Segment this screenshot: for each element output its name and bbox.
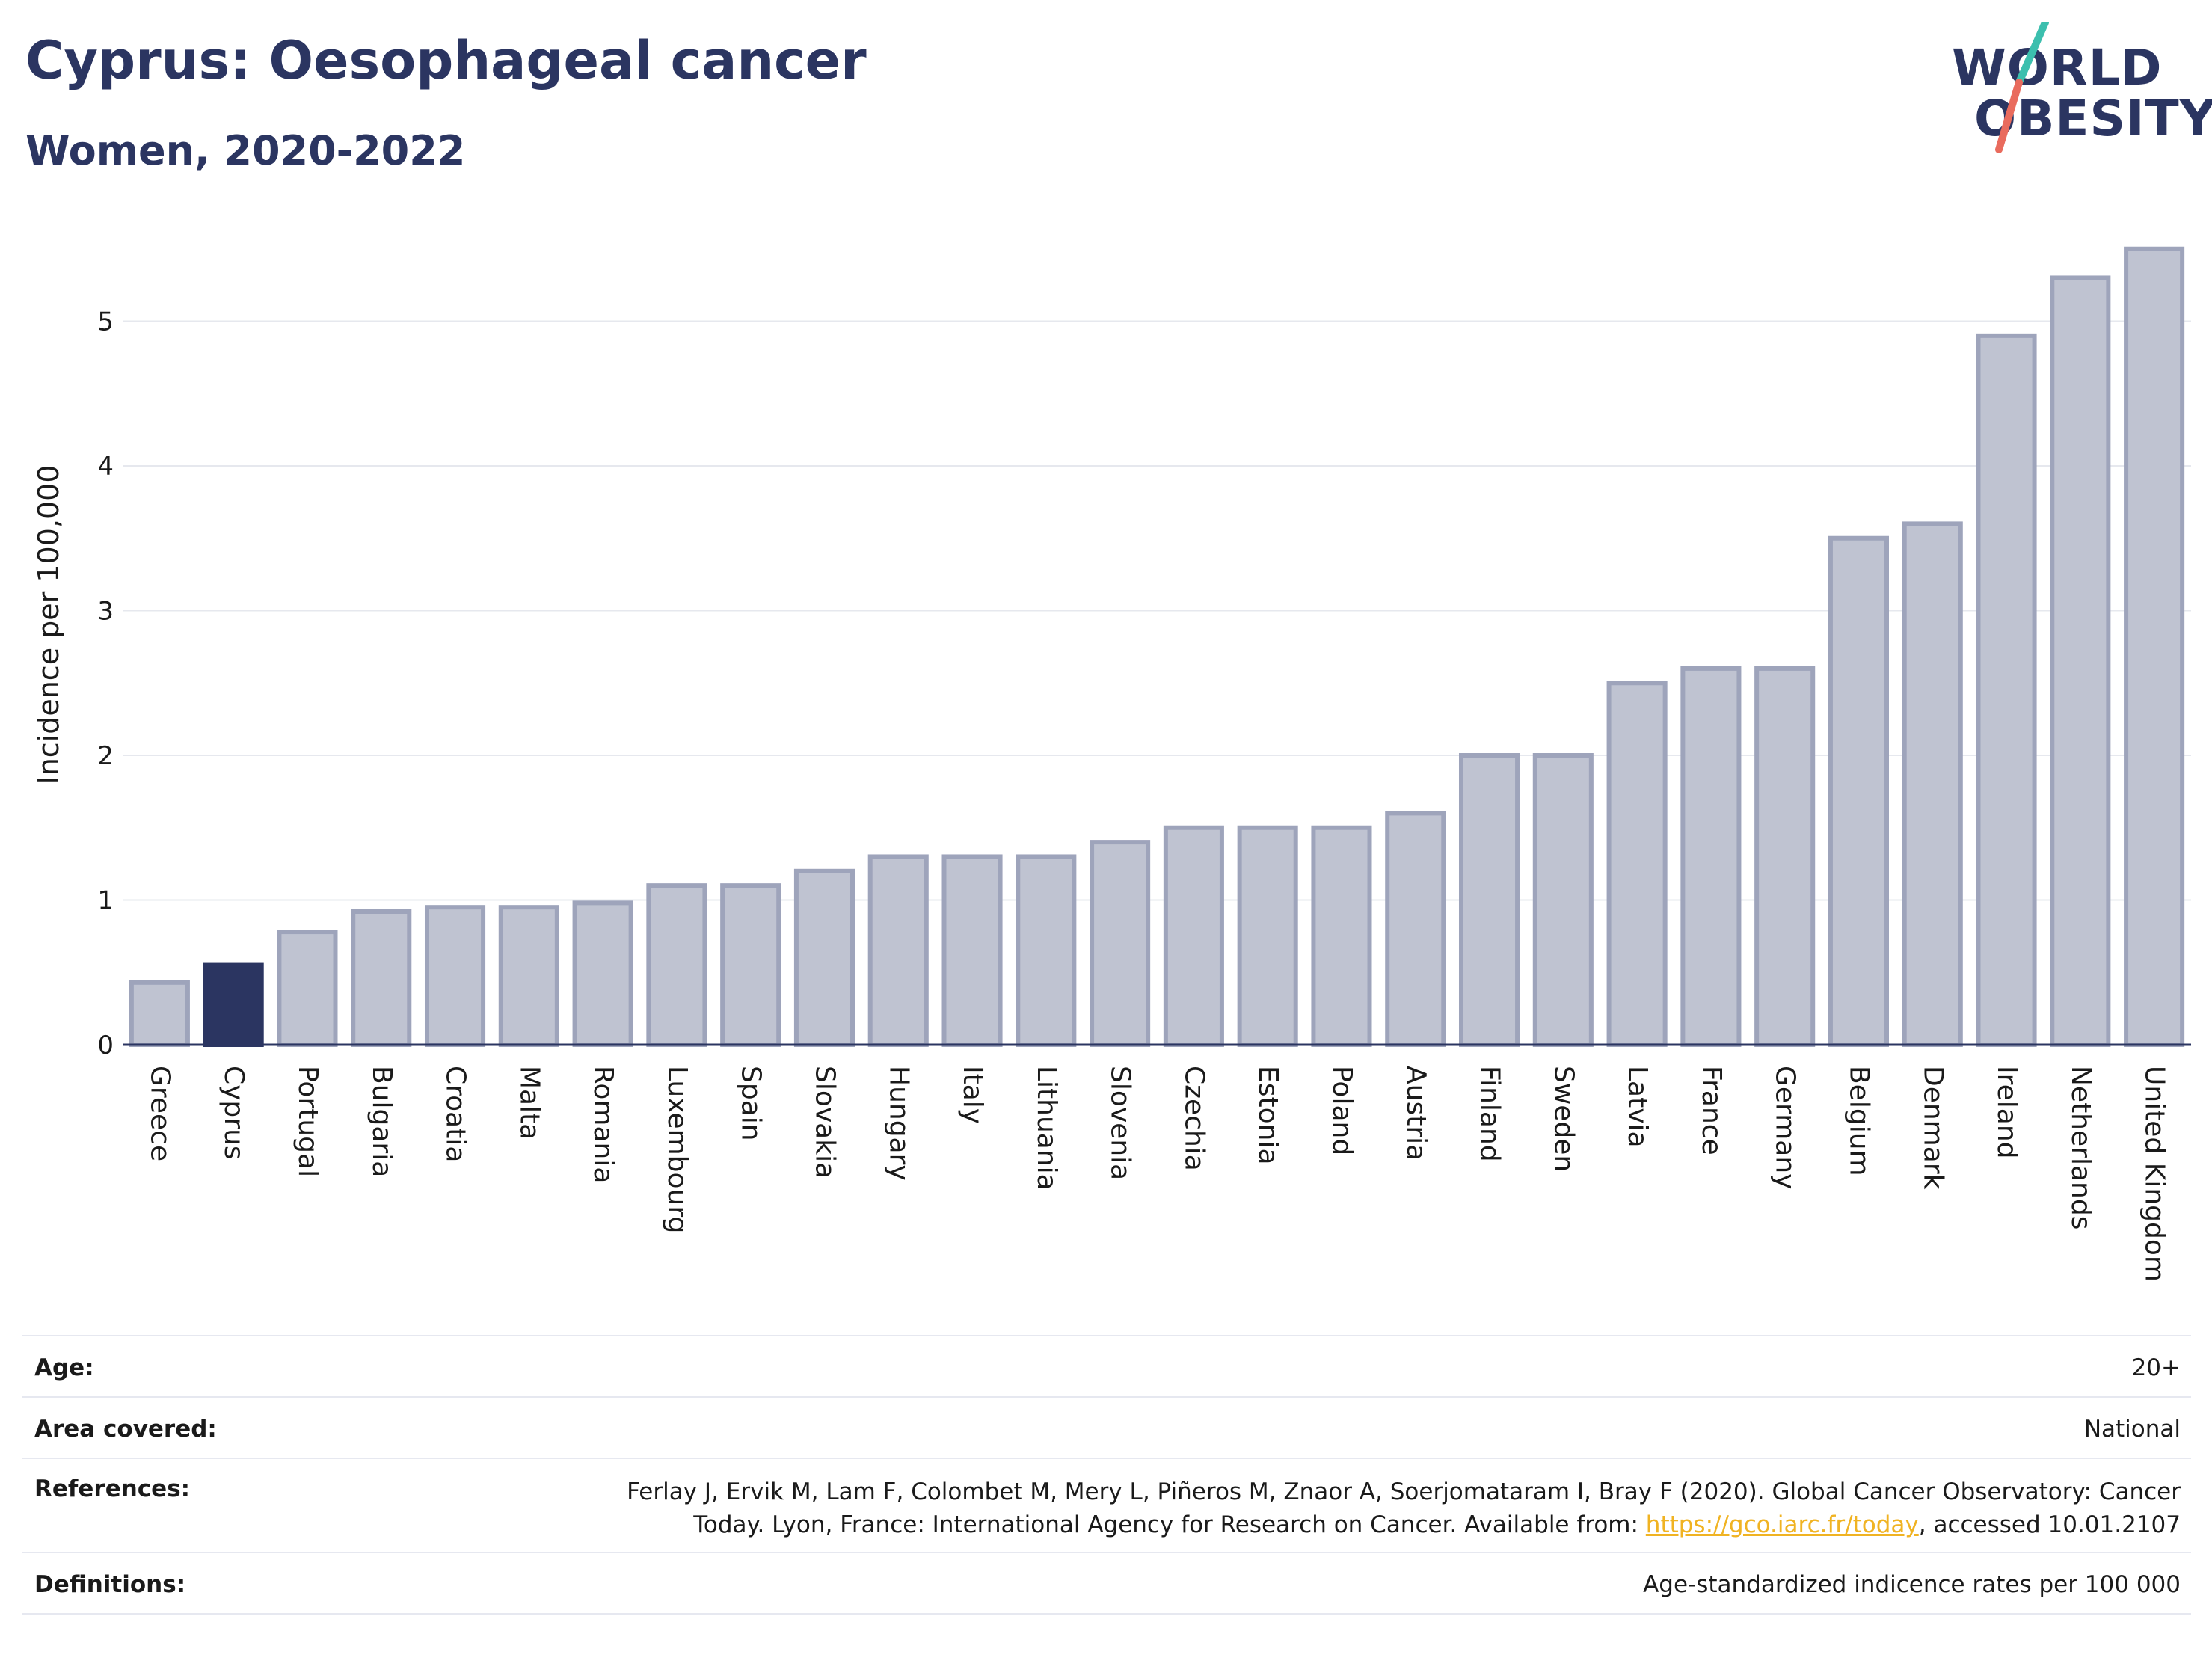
- bar-poland: [1311, 825, 1372, 1047]
- x-tick-label: Netherlands: [2065, 1066, 2096, 1229]
- bar-croatia: [424, 905, 486, 1048]
- bar-lithuania: [1016, 854, 1077, 1047]
- definitions-label: Definitions:: [34, 1571, 186, 1598]
- x-tick-label: Malta: [514, 1066, 544, 1140]
- bar-cyprus: [203, 962, 264, 1047]
- references-line-2-suffix: , accessed 10.01.2107: [1918, 1511, 2181, 1538]
- page-title: Cyprus: Oesophageal cancer: [25, 30, 867, 91]
- y-axis-ticks: 0 1 2 3 4 5: [97, 307, 114, 1061]
- bar-ireland: [1976, 333, 2037, 1048]
- bar-belgium: [1828, 535, 1890, 1047]
- x-tick-label: Poland: [1327, 1066, 1357, 1155]
- x-tick-label: Ireland: [1991, 1066, 2022, 1159]
- area-label: Area covered:: [34, 1416, 217, 1443]
- y-axis-title: Incidence per 100,000: [32, 464, 65, 784]
- x-tick-label: Slovenia: [1105, 1066, 1136, 1180]
- logo-text-world: WORLD: [1952, 39, 2163, 96]
- x-tick-label: Belgium: [1843, 1066, 1874, 1176]
- y-tick-label: 0: [97, 1031, 114, 1060]
- info-row-definitions: Definitions: Age-standardized indicence …: [22, 1552, 2191, 1615]
- x-tick-label: Latvia: [1622, 1066, 1653, 1148]
- bar-netherlands: [2050, 275, 2111, 1048]
- bars: [129, 246, 2185, 1048]
- x-tick-label: Lithuania: [1031, 1066, 1062, 1191]
- bar-slovenia: [1090, 840, 1151, 1047]
- x-tick-label: Bulgaria: [366, 1066, 397, 1177]
- logo-slash-icon: [1995, 22, 2049, 153]
- info-table: Age: 20+ Area covered: National Referenc…: [22, 1335, 2191, 1615]
- references-line-2-prefix: Today. Lyon, France: International Agenc…: [693, 1511, 1646, 1538]
- x-tick-label: Romania: [588, 1066, 618, 1183]
- bar-portugal: [277, 930, 338, 1047]
- x-tick-label: Portugal: [292, 1066, 323, 1177]
- x-tick-label: Luxembourg: [662, 1066, 692, 1233]
- x-tick-label: Austria: [1401, 1066, 1431, 1161]
- x-tick-label: Hungary: [883, 1066, 914, 1181]
- x-tick-label: Denmark: [1917, 1066, 1948, 1190]
- y-tick-label: 3: [97, 597, 114, 627]
- y-tick-label: 2: [97, 741, 114, 771]
- x-tick-label: Germany: [1770, 1066, 1801, 1189]
- x-tick-label: Italy: [957, 1066, 988, 1124]
- definitions-value: Age-standardized indicence rates per 100…: [1643, 1571, 2181, 1598]
- bar-estonia: [1237, 825, 1298, 1047]
- info-row-age: Age: 20+: [22, 1335, 2191, 1396]
- page-subtitle: Women, 2020-2022: [25, 127, 466, 174]
- x-tick-label: Cyprus: [218, 1066, 249, 1160]
- bar-hungary: [867, 854, 929, 1047]
- x-tick-label: Estonia: [1253, 1066, 1283, 1165]
- x-tick-label: United Kingdom: [2139, 1066, 2170, 1282]
- bar-bulgaria: [351, 909, 412, 1047]
- x-tick-label: Sweden: [1548, 1066, 1579, 1172]
- x-tick-label: Spain: [736, 1066, 766, 1141]
- age-value: 20+: [2131, 1354, 2181, 1381]
- x-tick-label: Czechia: [1179, 1066, 1209, 1171]
- bar-latvia: [1606, 681, 1668, 1047]
- x-tick-label: Finland: [1475, 1066, 1505, 1162]
- world-obesity-logo: WORLD OBESITY: [1948, 22, 2212, 157]
- references-line-1: Ferlay J, Ervik M, Lam F, Colombet M, Me…: [627, 1479, 2181, 1505]
- bar-finland: [1458, 753, 1520, 1047]
- info-row-area: Area covered: National: [22, 1396, 2191, 1458]
- age-label: Age:: [34, 1354, 94, 1381]
- y-tick-label: 5: [97, 307, 114, 337]
- x-tick-label: Greece: [144, 1066, 175, 1161]
- bar-austria: [1385, 811, 1446, 1048]
- area-value: National: [2083, 1416, 2181, 1443]
- bar-spain: [720, 883, 781, 1048]
- bar-luxembourg: [646, 883, 707, 1048]
- bar-sweden: [1532, 753, 1594, 1047]
- bar-greece: [129, 980, 190, 1048]
- references-link[interactable]: https://gco.iarc.fr/today: [1645, 1511, 1919, 1538]
- bar-malta: [498, 905, 559, 1048]
- bar-germany: [1754, 666, 1816, 1048]
- bar-slovakia: [793, 868, 855, 1048]
- references-line-2: Today. Lyon, France: International Agenc…: [627, 1508, 2181, 1541]
- y-tick-label: 1: [97, 886, 114, 916]
- info-row-references: References: Ferlay J, Ervik M, Lam F, Co…: [22, 1458, 2191, 1552]
- references-value: Ferlay J, Ervik M, Lam F, Colombet M, Me…: [627, 1476, 2181, 1541]
- references-label: References:: [34, 1476, 191, 1502]
- x-tick-label: Croatia: [440, 1066, 471, 1162]
- bar-italy: [941, 854, 1003, 1047]
- bar-romania: [572, 900, 633, 1047]
- bar-denmark: [1902, 521, 1963, 1047]
- bar-czechia: [1163, 825, 1224, 1047]
- x-axis-labels: Greece Cyprus Portugal Bulgaria Croatia Malta…: [144, 1066, 2169, 1282]
- x-tick-label: France: [1696, 1066, 1727, 1155]
- bar-united-kingdom: [2124, 246, 2185, 1047]
- y-tick-label: 4: [97, 452, 114, 482]
- bar-france: [1680, 666, 1742, 1048]
- x-tick-label: Slovakia: [809, 1066, 840, 1179]
- bar-chart: 0 1 2 3 4 5 Greece Cyprus Portugal Bulgaria Croat…: [32, 246, 2191, 1282]
